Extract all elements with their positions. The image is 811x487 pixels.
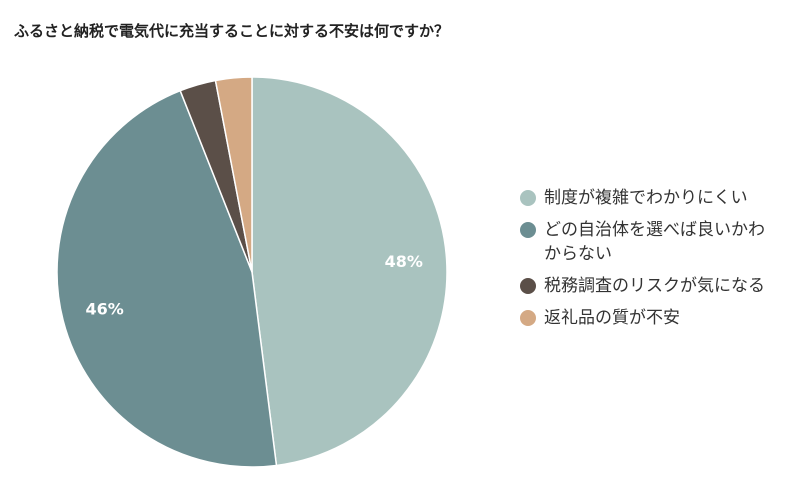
legend-item: 返礼品の質が不安: [520, 306, 770, 330]
legend-item: どの自治体を選べば良いかわからない: [520, 218, 770, 266]
pie-slice: [214, 76, 253, 273]
data-label: 46%: [86, 299, 124, 318]
chart-title: ふるさと納税で電気代に充当することに対する不安は何ですか？: [14, 22, 450, 40]
data-label: 48%: [385, 252, 423, 271]
legend-label: 制度が複雑でわかりにくい: [544, 188, 748, 208]
legend-label: 返礼品の質が不安: [544, 308, 680, 328]
pie-slice: [251, 76, 448, 467]
legend-item: 税務調査のリスクが気になる: [520, 274, 770, 298]
legend-marker: [520, 278, 536, 294]
legend-marker: [520, 310, 536, 326]
legend-item: 制度が複雑でわかりにくい: [520, 186, 770, 210]
legend-label: 税務調査のリスクが気になる: [544, 276, 765, 296]
legend: 制度が複雑でわかりにくいどの自治体を選べば良いかわからない税務調査のリスクが気に…: [520, 186, 770, 338]
legend-label: どの自治体を選べば良いかわからない: [544, 220, 765, 264]
pie-slice: [56, 89, 278, 468]
legend-marker: [520, 190, 536, 206]
legend-marker: [520, 222, 536, 238]
